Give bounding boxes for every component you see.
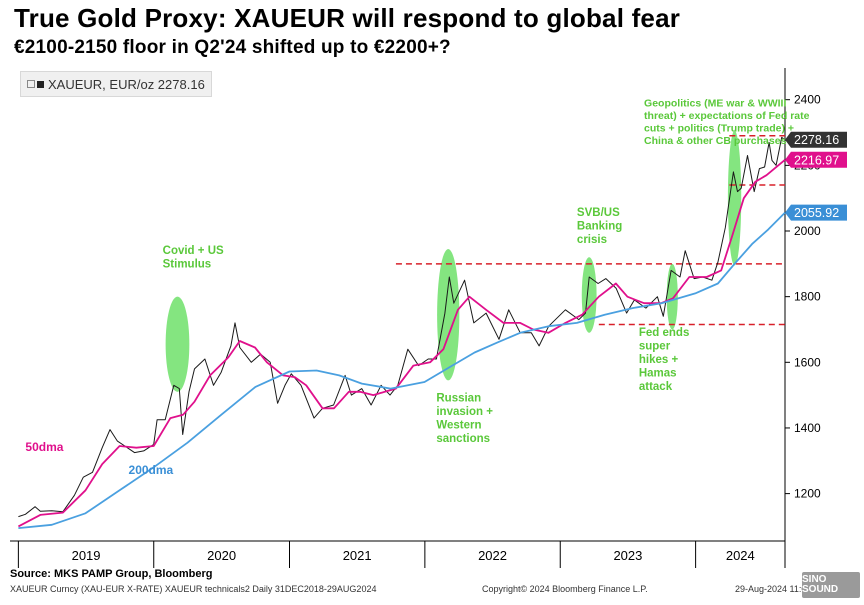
x-tick-label: 2021: [343, 548, 372, 563]
y-tick-label: 2000: [794, 224, 821, 238]
annotation-text: Covid + US Stimulus: [163, 245, 224, 271]
annotation-text: SVB/US Banking crisis: [577, 207, 622, 246]
annotation-line: Western: [436, 420, 481, 432]
annotation-line: sanctions: [436, 433, 490, 445]
annotation-text: Fed ends super hikes + Hamas attack: [639, 327, 689, 393]
annotation-line: invasion +: [436, 406, 493, 418]
annotation-text: Geopolitics (ME war & WWIII threat) + exp…: [644, 97, 810, 147]
annotation-line: Banking: [577, 221, 622, 233]
annotation-line: China & other CB purchases: [644, 135, 787, 147]
ma200-series-label: 200dma: [129, 463, 174, 477]
annotation-line: Covid + US: [163, 245, 224, 257]
y-tick-label: 1400: [794, 421, 821, 435]
annotation-line: hikes +: [639, 354, 679, 366]
price-value-label: 2278.16: [794, 133, 839, 147]
annotation-line: cuts + politics (Trump trade) +: [644, 122, 794, 134]
legend-settings-icon[interactable]: [27, 80, 35, 88]
highlight-ellipse: [165, 296, 190, 392]
chart-title: True Gold Proxy: XAUEUR will respond to …: [14, 3, 681, 33]
annotation-line: Russian: [436, 393, 481, 405]
highlight-ellipse: [437, 249, 460, 381]
annotation-line: SVB/US: [577, 207, 620, 219]
x-tick-label: 2024: [726, 548, 755, 563]
annotation-line: Stimulus: [163, 258, 212, 270]
ma50-value-tag: [785, 151, 847, 168]
legend-swatch-icon: [37, 80, 44, 88]
legend-label: XAUEUR, EUR/oz 2278.16: [48, 76, 205, 92]
ma200-series-line: [18, 211, 786, 529]
x-tick-label: 2019: [72, 548, 101, 563]
annotation-line: threat) + expectations of Fed rate: [644, 110, 810, 122]
annotation-line: crisis: [577, 234, 607, 246]
price-value-tag: [785, 131, 847, 148]
x-tick-label: 2020: [207, 548, 236, 563]
annotation-line: attack: [639, 381, 673, 393]
highlight-ellipse: [581, 257, 597, 333]
legend-box: XAUEUR, EUR/oz 2278.16: [20, 71, 212, 97]
highlight-ellipse: [727, 130, 742, 266]
watermark-logo: SINO SOUND: [802, 572, 860, 598]
annotation-line: super: [639, 341, 671, 353]
x-tick-label: 2023: [613, 548, 642, 563]
watermark-text: SINO SOUND: [802, 574, 839, 595]
source-note: Source: MKS PAMP Group, Bloomberg: [10, 568, 213, 580]
ma50-value-label: 2216.97: [794, 153, 839, 167]
annotation-text: Russian invasion + Western sanctions: [436, 393, 493, 446]
annotation-line: Hamas: [639, 368, 677, 380]
footer-center: Copyright© 2024 Bloomberg Finance L.P.: [482, 584, 648, 594]
x-tick-label: 2022: [478, 548, 507, 563]
y-tick-label: 1600: [794, 355, 821, 369]
ma50-series-label: 50dma: [25, 440, 63, 454]
annotation-line: Geopolitics (ME war & WWIII: [644, 97, 786, 109]
y-tick-label: 2400: [794, 93, 821, 107]
footer-left: XAUEUR Curncy (XAU-EUR X-RATE) XAUEUR te…: [10, 584, 377, 594]
ma200-value-label: 2055.92: [794, 206, 839, 220]
y-tick-label: 1800: [794, 290, 821, 304]
ma200-value-tag: [785, 204, 847, 221]
y-tick-label: 1200: [794, 487, 821, 501]
chart-subtitle: €2100-2150 floor in Q2'24 shifted up to …: [14, 37, 451, 58]
annotation-line: Fed ends: [639, 327, 689, 339]
price-chart: 1200140016001800200022002400201920202021…: [10, 68, 847, 568]
footer-right: 29-Aug-2024 11:01:13: [735, 584, 824, 594]
